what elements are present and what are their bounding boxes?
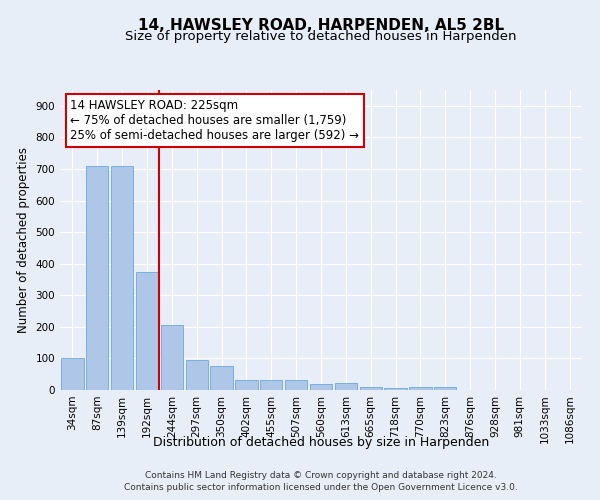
Text: Distribution of detached houses by size in Harpenden: Distribution of detached houses by size … <box>153 436 489 449</box>
Bar <box>211 366 233 390</box>
Text: Contains HM Land Registry data © Crown copyright and database right 2024.: Contains HM Land Registry data © Crown c… <box>145 472 497 480</box>
Text: 14 HAWSLEY ROAD: 225sqm
← 75% of detached houses are smaller (1,759)
25% of semi: 14 HAWSLEY ROAD: 225sqm ← 75% of detache… <box>70 99 359 142</box>
Bar <box>185 360 208 390</box>
Bar <box>385 388 407 390</box>
Bar <box>260 380 283 390</box>
Bar <box>136 272 158 390</box>
Text: Size of property relative to detached houses in Harpenden: Size of property relative to detached ho… <box>125 30 517 43</box>
Text: Contains public sector information licensed under the Open Government Licence v3: Contains public sector information licen… <box>124 483 518 492</box>
Bar <box>86 166 109 390</box>
Text: 14, HAWSLEY ROAD, HARPENDEN, AL5 2BL: 14, HAWSLEY ROAD, HARPENDEN, AL5 2BL <box>138 18 504 32</box>
Bar <box>310 384 332 390</box>
Bar <box>409 387 431 390</box>
Bar <box>161 324 183 390</box>
Bar <box>434 387 457 390</box>
Bar <box>335 383 357 390</box>
Bar <box>235 380 257 390</box>
Bar <box>111 166 133 390</box>
Bar <box>359 388 382 390</box>
Y-axis label: Number of detached properties: Number of detached properties <box>17 147 30 333</box>
Bar <box>285 380 307 390</box>
Bar <box>61 358 83 390</box>
